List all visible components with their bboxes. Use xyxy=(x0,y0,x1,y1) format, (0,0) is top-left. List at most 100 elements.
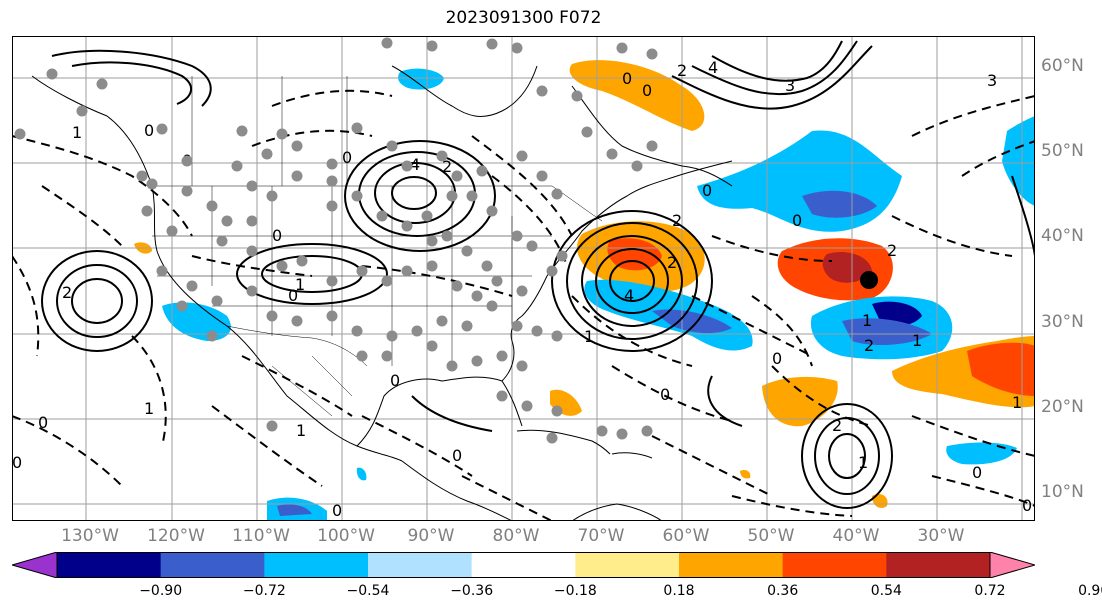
station-dot xyxy=(266,420,278,432)
station-dot xyxy=(616,42,628,54)
north-america-west-coast xyxy=(31,75,403,462)
station-dot xyxy=(466,190,478,202)
colorbar-tick-label: −0.54 xyxy=(346,583,390,599)
station-dot xyxy=(421,210,433,222)
lat-label: 40°N xyxy=(1041,226,1084,246)
station-dot xyxy=(436,150,448,162)
colorbar-tick-label: 0.18 xyxy=(663,583,695,599)
colorbar-tick-label: 0.36 xyxy=(767,583,799,599)
gulf-coast xyxy=(356,376,523,447)
station-dot xyxy=(546,432,558,444)
contour-label: 0 xyxy=(1022,496,1032,515)
station-dot xyxy=(356,265,368,277)
station-dot xyxy=(381,275,393,287)
station-dot xyxy=(486,38,498,50)
station-dot xyxy=(426,235,438,247)
contour-label: 0 xyxy=(622,69,632,88)
pacific-midblue-south xyxy=(277,504,312,516)
hurricane-1 xyxy=(551,210,713,352)
station-dot xyxy=(551,188,563,200)
contour-label: 1 xyxy=(584,327,594,346)
colorbar-segment xyxy=(679,552,784,578)
station-dot xyxy=(146,178,158,190)
colorbar-tick-label: 0.72 xyxy=(974,583,1006,599)
station-dot xyxy=(326,158,338,170)
station-dot xyxy=(516,360,528,372)
station-dot xyxy=(211,295,223,307)
contour-label: 2 xyxy=(832,416,842,435)
contour-label: 1 xyxy=(912,331,922,350)
station-dot xyxy=(76,105,88,117)
contour-label: 1 xyxy=(144,399,154,418)
station-dot xyxy=(156,123,168,135)
hurricane-2 xyxy=(566,222,698,340)
station-dot xyxy=(246,215,258,227)
station-dot xyxy=(516,285,528,297)
station-dot xyxy=(486,205,498,217)
station-dot xyxy=(451,170,463,182)
station-dot xyxy=(291,170,303,182)
map-panel: 4203102042100112142100000120023102000100 xyxy=(12,36,1035,521)
lon-label: 110°W xyxy=(232,526,290,546)
contour-label: 2 xyxy=(667,253,677,272)
contour-label: 1 xyxy=(295,275,305,294)
lon-label: 90°W xyxy=(407,526,455,546)
lon-label: 70°W xyxy=(577,526,625,546)
hurricane-3 xyxy=(581,235,683,327)
station-dot xyxy=(291,315,303,327)
colorbar-segment xyxy=(886,552,991,578)
map-frame xyxy=(12,36,1035,521)
atlantic-midblue xyxy=(842,318,932,346)
storm-center-marker xyxy=(860,271,878,289)
station-dot xyxy=(351,190,363,202)
station-dot xyxy=(606,148,618,160)
station-dot xyxy=(571,90,583,102)
station-dot xyxy=(326,175,338,187)
atlantic-blue-se xyxy=(946,442,1017,465)
contour-label: 0 xyxy=(342,148,352,167)
lon-label: 120°W xyxy=(147,526,205,546)
contour-label: 2 xyxy=(864,336,874,355)
station-dot xyxy=(401,265,413,277)
newfoundland-mid xyxy=(802,190,877,218)
lon-label: 130°W xyxy=(61,526,119,546)
contour-label: 1 xyxy=(862,311,872,330)
south-america xyxy=(571,503,663,521)
station-dot xyxy=(631,160,643,172)
colorbar-tick-label: 0.54 xyxy=(870,583,902,599)
state-lines-2 xyxy=(152,235,552,307)
station-dot xyxy=(14,128,26,140)
station-dot xyxy=(446,360,458,372)
colorbar-extend-high xyxy=(989,552,1035,578)
contour-label: 0 xyxy=(452,446,462,465)
greenland-contour-2 xyxy=(691,40,858,96)
southwest-low-1 xyxy=(236,243,388,305)
colorbar-segment xyxy=(471,552,576,578)
coastlines xyxy=(31,65,733,521)
contour-label: 1 xyxy=(858,453,868,472)
station-dot xyxy=(461,245,473,257)
colorbar-tick-label: 0.90 xyxy=(1078,583,1102,599)
station-dot xyxy=(646,140,658,152)
east-coast xyxy=(521,160,733,317)
atlantic-red-east xyxy=(967,342,1035,396)
contour-label: 0 xyxy=(12,453,22,472)
station-dot xyxy=(266,190,278,202)
contour-label: 0 xyxy=(288,286,298,305)
low-canada-1 xyxy=(344,140,496,252)
station-dot xyxy=(581,126,593,138)
low-canada-4 xyxy=(391,176,437,210)
station-dot xyxy=(511,42,523,54)
colorbar-tick-label: −0.90 xyxy=(139,583,183,599)
colorbar-outline xyxy=(56,552,991,578)
station-dot xyxy=(511,230,523,242)
station-dot xyxy=(166,225,178,237)
station-dot xyxy=(296,255,308,267)
station-dot xyxy=(386,330,398,342)
hudson-bay xyxy=(391,65,538,117)
station-dot xyxy=(616,428,628,440)
station-dot xyxy=(356,350,368,362)
station-dot xyxy=(381,37,393,49)
blue-tiny xyxy=(356,467,367,481)
station-dot xyxy=(436,315,448,327)
